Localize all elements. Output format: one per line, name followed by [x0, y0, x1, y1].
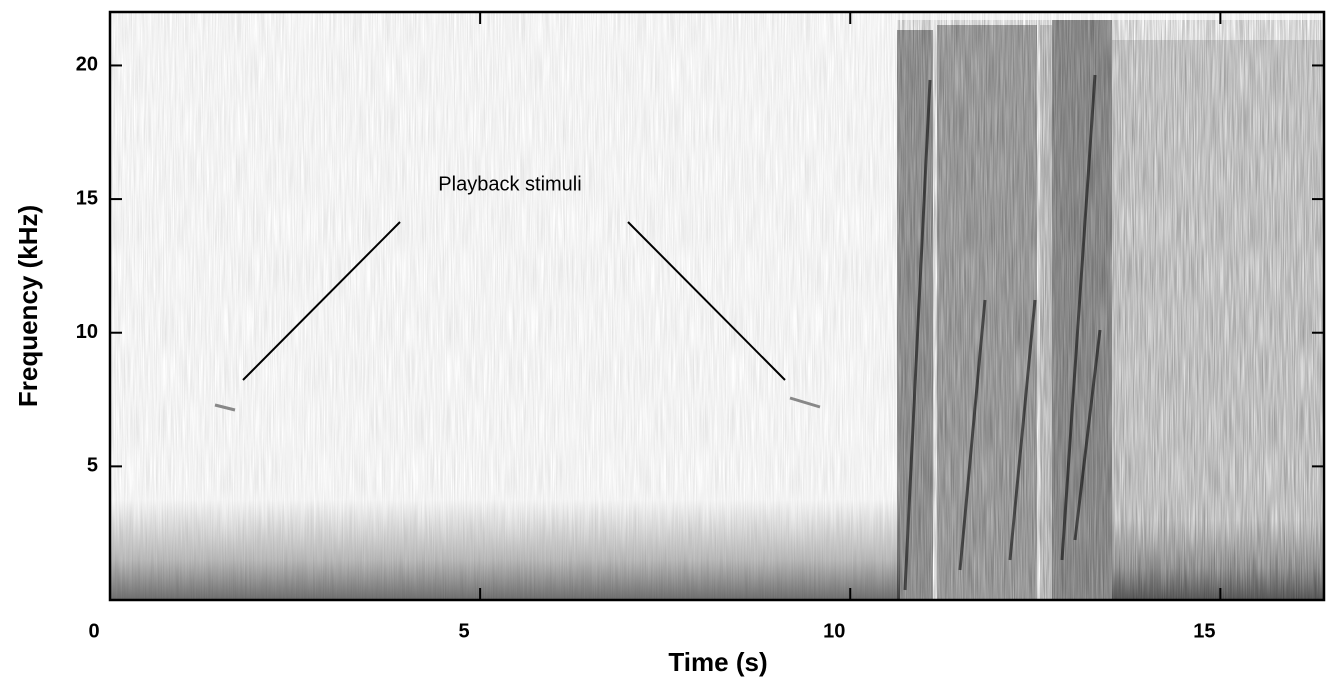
- annotation: Playback stimuli: [438, 173, 581, 195]
- x-axis-label: Time (s): [668, 647, 767, 677]
- spectrogram-image: [110, 12, 1324, 600]
- x-tick-label: 5: [459, 620, 470, 642]
- y-tick-label: 15: [76, 187, 98, 209]
- x-tick-label: 15: [1193, 620, 1215, 642]
- y-tick-label: 20: [76, 54, 98, 76]
- y-tick-label: 5: [87, 455, 98, 477]
- plot-frame: [108, 10, 1326, 602]
- annotation-line: [242, 221, 401, 381]
- x-tick-label: 0: [88, 620, 99, 642]
- y-tick-label: 10: [76, 321, 98, 343]
- annotation-line: [627, 221, 786, 381]
- y-axis-label: Frequency (kHz): [13, 205, 43, 407]
- x-tick-label: 10: [823, 620, 845, 642]
